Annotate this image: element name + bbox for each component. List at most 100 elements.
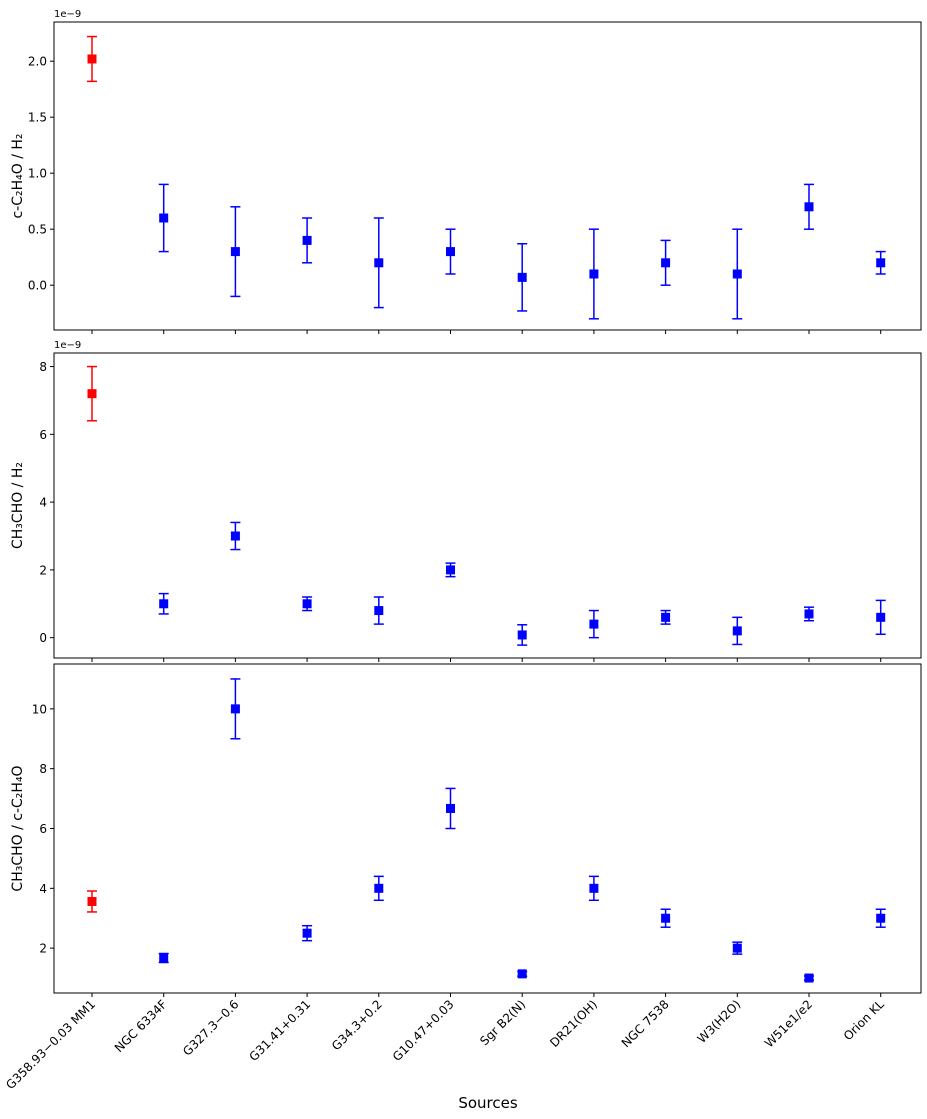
marker — [732, 626, 742, 636]
y-tick-label: 6 — [39, 428, 47, 442]
data-point — [230, 521, 241, 551]
marker — [589, 619, 599, 629]
y-offset-text: 1e−9 — [54, 340, 81, 351]
marker — [589, 883, 599, 893]
marker — [230, 531, 240, 541]
marker — [446, 565, 455, 575]
marker — [230, 247, 240, 257]
marker — [374, 606, 384, 616]
x-tick-label: G10.47+0.03 — [390, 997, 457, 1064]
data-point — [445, 562, 456, 578]
plot-frame — [53, 663, 922, 994]
data-point — [875, 908, 886, 928]
y-tick-label: 0.0 — [28, 279, 47, 293]
marker — [589, 269, 599, 279]
data-point — [732, 616, 743, 646]
marker — [517, 630, 527, 640]
marker — [804, 609, 814, 619]
data-point — [804, 973, 814, 983]
data-point — [732, 228, 743, 320]
y-tick-label: 10 — [32, 702, 47, 716]
data-point — [875, 250, 886, 275]
x-axis-label: Sources — [458, 1094, 518, 1112]
data-point — [804, 183, 814, 230]
data-point — [875, 599, 886, 636]
data-point — [302, 596, 313, 612]
data-point — [230, 206, 241, 298]
y-axis-label: CH₃CHO / H₂ — [10, 462, 26, 549]
marker — [302, 235, 312, 245]
y-tick-label: 0.5 — [28, 223, 47, 237]
x-tick-label: W3(H2O) — [695, 997, 744, 1046]
marker — [87, 896, 97, 906]
data-point — [588, 228, 599, 320]
marker — [876, 612, 886, 622]
y-tick-label: 6 — [39, 822, 47, 836]
marker — [517, 272, 527, 282]
data-point — [87, 890, 97, 913]
data-point — [517, 243, 528, 312]
marker — [302, 599, 312, 609]
marker — [159, 213, 169, 223]
marker — [804, 973, 814, 983]
marker — [159, 599, 169, 609]
marker — [446, 247, 455, 257]
data-point — [804, 606, 814, 622]
data-point — [445, 787, 456, 830]
y-tick-label: 0 — [39, 631, 47, 645]
x-tick-label: G34.3+0.2 — [329, 997, 385, 1053]
data-point — [660, 239, 671, 286]
data-point — [87, 35, 97, 83]
x-tick-label: Sgr B2(N) — [477, 997, 528, 1048]
y-tick-label: 4 — [39, 882, 47, 896]
x-tick-label: G327.3−0.6 — [180, 997, 241, 1058]
panel-2: 0 2 4 6 8 1e−9 CH₃CHO / H₂ — [10, 340, 922, 662]
y-tick-label: 4 — [39, 496, 47, 510]
y-axis-label: c-C₂H₄O / H₂ — [10, 133, 26, 218]
data-point — [87, 365, 97, 422]
data-point — [732, 941, 743, 955]
marker — [446, 803, 455, 813]
marker — [159, 953, 169, 963]
marker — [732, 943, 742, 953]
x-tick-label: Orion KL — [841, 997, 887, 1043]
data-point — [588, 609, 599, 639]
data-point — [302, 217, 313, 264]
data-point — [373, 875, 384, 902]
marker — [661, 258, 671, 268]
x-tick-label: NGC 7538 — [619, 997, 672, 1050]
marker — [374, 883, 384, 893]
marker — [876, 913, 886, 923]
data-point — [158, 183, 169, 253]
data-point — [158, 952, 169, 964]
marker — [87, 389, 97, 399]
y-tick-label: 8 — [39, 762, 47, 776]
marker — [517, 969, 527, 979]
marker — [876, 258, 886, 268]
marker — [87, 54, 97, 64]
marker — [302, 928, 312, 938]
panel-1: 0.0 0.5 1.0 1.5 2.0 1e−9 c-C₂H₄O / H₂ — [10, 9, 922, 334]
y-tick-label: 2.0 — [28, 55, 47, 69]
y-tick-label: 1.0 — [28, 167, 47, 181]
x-tick-label: NGC 6334F — [112, 997, 170, 1055]
x-tick-label: DR21(OH) — [547, 997, 600, 1050]
marker — [374, 258, 384, 268]
data-point — [517, 969, 528, 979]
data-point — [373, 596, 384, 625]
marker — [661, 612, 671, 622]
x-tick-label: G31.41+0.31 — [246, 997, 313, 1064]
data-point — [302, 924, 313, 942]
marker — [804, 202, 814, 212]
data-point — [445, 228, 456, 275]
y-tick-label: 1.5 — [28, 111, 47, 125]
plot-frame — [53, 21, 922, 331]
data-point — [588, 875, 599, 902]
data-point — [373, 217, 384, 309]
marker — [661, 913, 671, 923]
plot-frame — [53, 352, 922, 659]
y-tick-label: 8 — [39, 360, 47, 374]
x-tick-label: G358.93−0.03 MM1 — [3, 997, 98, 1092]
data-point — [230, 678, 241, 740]
